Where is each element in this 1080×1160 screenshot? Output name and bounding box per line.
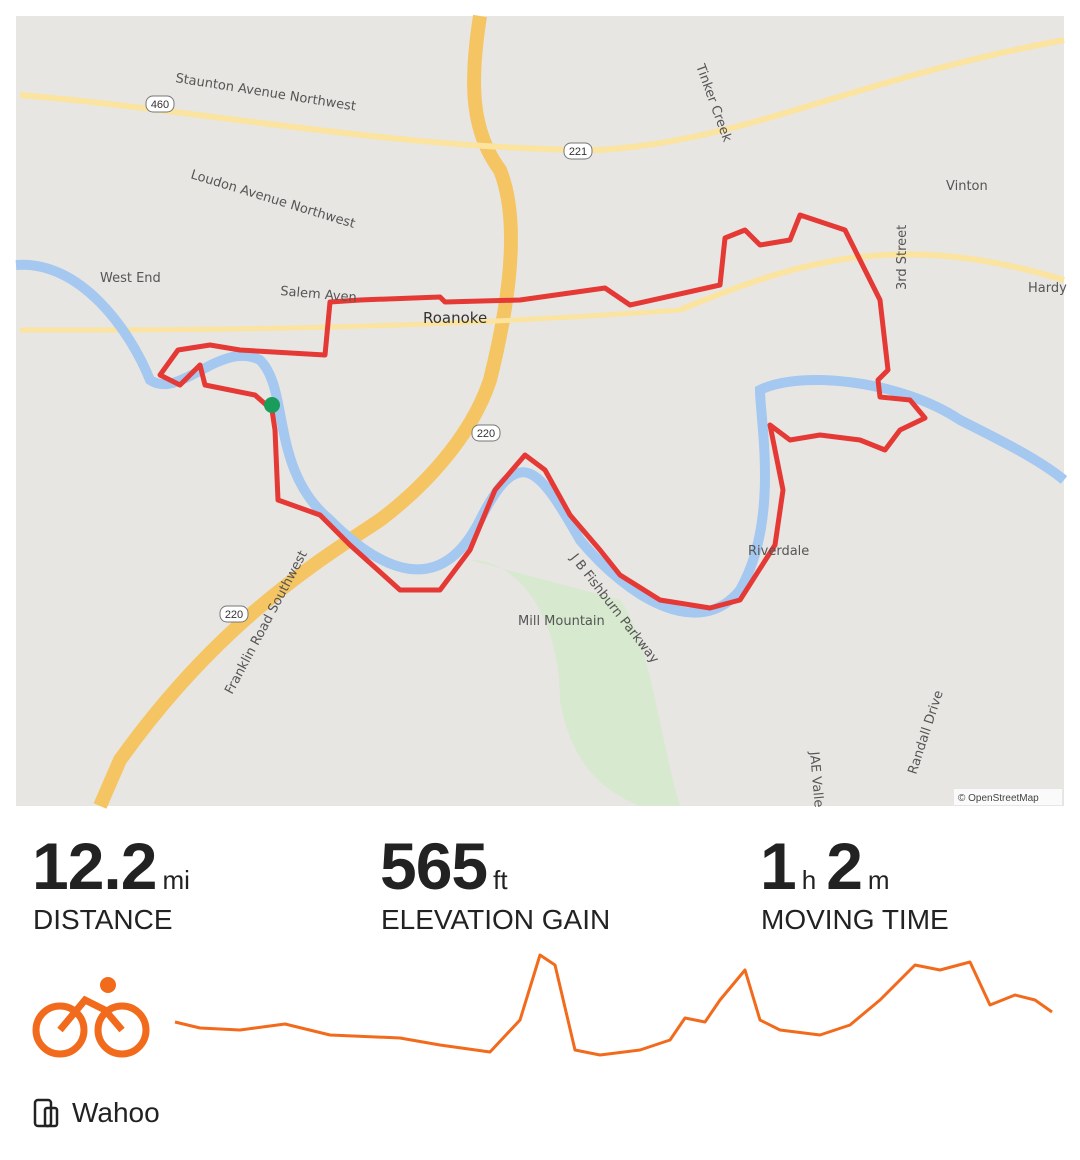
shield: 221 (569, 146, 587, 158)
distance-value: 12.2 mi (32, 828, 200, 904)
stat-label: ELEVATION GAIN (381, 904, 611, 935)
map-label: Riverdale (748, 544, 809, 559)
shield: 220 (477, 428, 495, 440)
stat-value: 565 (380, 829, 488, 903)
map[interactable]: Staunton Avenue Northwest Loudon Avenue … (15, 14, 1068, 809)
attribution-bg (954, 789, 1062, 805)
shields: 460 221 220 220 (145, 95, 593, 623)
stat-label: DISTANCE (33, 904, 173, 935)
stat-unit: mi (162, 865, 190, 895)
map-label: Salem Aven (280, 284, 358, 306)
stat-label: MOVING TIME (761, 904, 949, 935)
stat-value: 2 (826, 829, 863, 903)
map-label: Roanoke (423, 309, 487, 327)
route (157, 212, 928, 611)
map-label: Mill Mountain (518, 614, 605, 629)
stat-value: 12.2 (32, 829, 157, 903)
bike-icon (32, 977, 150, 1058)
stat-unit: h (801, 865, 817, 895)
map-label: West End (100, 271, 161, 286)
stat-value: 1 (760, 829, 797, 903)
map-label: JAE Valle (806, 750, 826, 808)
device-name: Wahoo (72, 1097, 160, 1128)
road (19, 37, 1065, 154)
start-marker (264, 397, 280, 413)
stat-unit: ft (493, 865, 508, 895)
park (470, 560, 680, 806)
map-label: 3rd Street (895, 225, 910, 290)
map-label: Vinton (946, 179, 988, 194)
road (678, 251, 1065, 313)
shield: 220 (225, 609, 243, 621)
attribution[interactable]: © OpenStreetMap (958, 793, 1039, 804)
elevation-value: 565 ft (380, 828, 518, 904)
shield: 460 (151, 99, 169, 111)
device-icon (33, 1098, 59, 1128)
road (19, 307, 681, 333)
elevation-profile (174, 953, 1053, 1057)
map-label: Hardy (1028, 281, 1067, 296)
stat-unit: m (867, 865, 890, 895)
